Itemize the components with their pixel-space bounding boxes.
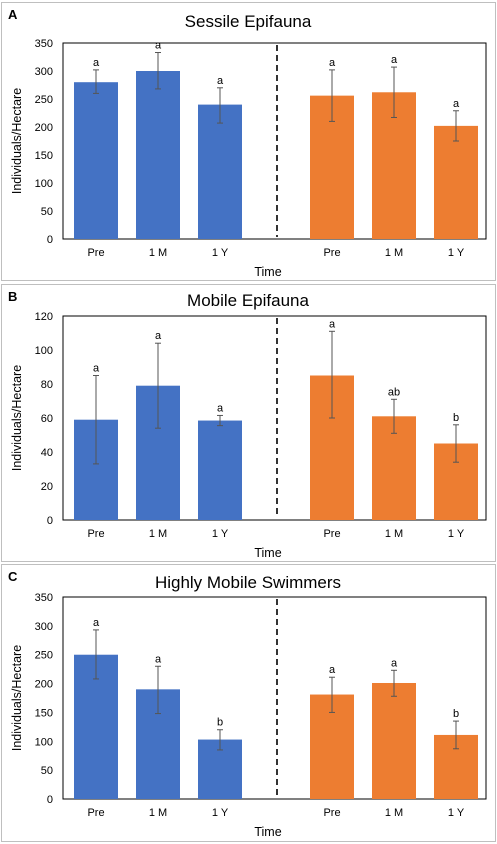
y-tick-label: 0 — [47, 234, 53, 246]
y-tick-label: 0 — [47, 515, 53, 527]
y-tick-label: 40 — [41, 447, 53, 459]
plot-area — [62, 42, 487, 240]
chart-title: Mobile Epifauna — [187, 291, 309, 310]
x-axis-label: Time — [254, 265, 281, 279]
y-axis-label: Individuals/Hectare — [10, 645, 24, 751]
y-tick-label: 200 — [35, 679, 53, 691]
x-tick-label: Pre — [323, 807, 340, 819]
x-tick-label: 1 Y — [212, 528, 229, 540]
significance-label: a — [391, 54, 398, 66]
y-tick-label: 150 — [35, 150, 53, 162]
x-axis-label: Time — [254, 546, 281, 560]
y-tick-label: 300 — [35, 621, 53, 633]
y-tick-label: 250 — [35, 94, 53, 106]
y-tick-label: 150 — [35, 707, 53, 719]
x-tick-label: Pre — [87, 528, 104, 540]
y-tick-label: 100 — [35, 736, 53, 748]
x-tick-label: 1 Y — [448, 247, 465, 259]
y-tick-label: 200 — [35, 122, 53, 134]
chart-title: Sessile Epifauna — [185, 12, 312, 31]
y-axis-label: Individuals/Hectare — [10, 88, 24, 194]
bar — [136, 71, 180, 239]
significance-label: a — [93, 363, 100, 375]
x-tick-label: 1 M — [385, 247, 403, 259]
y-tick-label: 350 — [35, 592, 53, 604]
y-tick-label: 250 — [35, 650, 53, 662]
x-tick-label: Pre — [87, 807, 104, 819]
panel-letter: C — [8, 569, 18, 584]
significance-label: a — [391, 657, 398, 669]
y-tick-label: 50 — [41, 765, 53, 777]
significance-label: b — [453, 708, 459, 720]
x-tick-label: 1 Y — [212, 247, 229, 259]
x-tick-label: 1 M — [149, 807, 167, 819]
x-tick-label: 1 M — [385, 528, 403, 540]
panel-a: A Sessile Epifauna 0 50 100 150 200 250 300 350 In… — [1, 2, 496, 281]
y-tick-label: 80 — [41, 379, 53, 391]
bar — [198, 420, 242, 520]
significance-label: a — [155, 653, 162, 665]
y-tick-label: 350 — [35, 38, 53, 50]
bar — [434, 125, 478, 239]
significance-label: b — [217, 717, 223, 729]
significance-label: a — [329, 318, 336, 330]
significance-label: b — [453, 412, 459, 424]
x-tick-label: 1 Y — [448, 528, 465, 540]
y-tick-label: 120 — [35, 311, 53, 323]
y-tick-label: 300 — [35, 66, 53, 78]
plot-area — [62, 315, 487, 521]
significance-label: a — [329, 57, 336, 69]
x-tick-label: Pre — [87, 247, 104, 259]
x-tick-label: 1 M — [149, 528, 167, 540]
significance-label: a — [453, 98, 460, 110]
significance-label: a — [93, 57, 100, 69]
y-tick-label: 100 — [35, 178, 53, 190]
plot-area — [62, 596, 487, 800]
y-axis-label: Individuals/Hectare — [10, 365, 24, 471]
x-tick-label: Pre — [323, 247, 340, 259]
panel-b: B Mobile Epifauna 0 20 40 60 80 100 120 Individua… — [1, 284, 496, 562]
bar — [198, 104, 242, 239]
chart-title: Highly Mobile Swimmers — [155, 573, 341, 592]
panel-frame — [1, 284, 496, 562]
y-tick-label: 20 — [41, 481, 53, 493]
panel-frame — [1, 2, 496, 281]
x-tick-label: 1 M — [385, 807, 403, 819]
x-tick-label: 1 Y — [448, 807, 465, 819]
panel-frame — [1, 564, 496, 842]
y-tick-label: 50 — [41, 206, 53, 218]
panel-c: C Highly Mobile Swimmers 0 50 100 150 200 250 30… — [1, 564, 496, 842]
significance-label: a — [93, 617, 100, 629]
panel-letter: B — [8, 289, 17, 304]
significance-label: a — [155, 330, 162, 342]
x-tick-label: 1 M — [149, 247, 167, 259]
significance-label: a — [329, 664, 336, 676]
y-tick-label: 100 — [35, 345, 53, 357]
x-tick-label: 1 Y — [212, 807, 229, 819]
significance-label: a — [217, 402, 224, 414]
bar — [74, 82, 118, 239]
y-tick-label: 0 — [47, 794, 53, 806]
x-tick-label: Pre — [323, 528, 340, 540]
bar — [372, 682, 416, 799]
y-tick-label: 60 — [41, 413, 53, 425]
x-axis-label: Time — [254, 825, 281, 839]
significance-label: ab — [388, 386, 400, 398]
significance-label: a — [217, 75, 224, 87]
significance-label: a — [155, 40, 162, 52]
panel-letter: A — [8, 7, 18, 22]
